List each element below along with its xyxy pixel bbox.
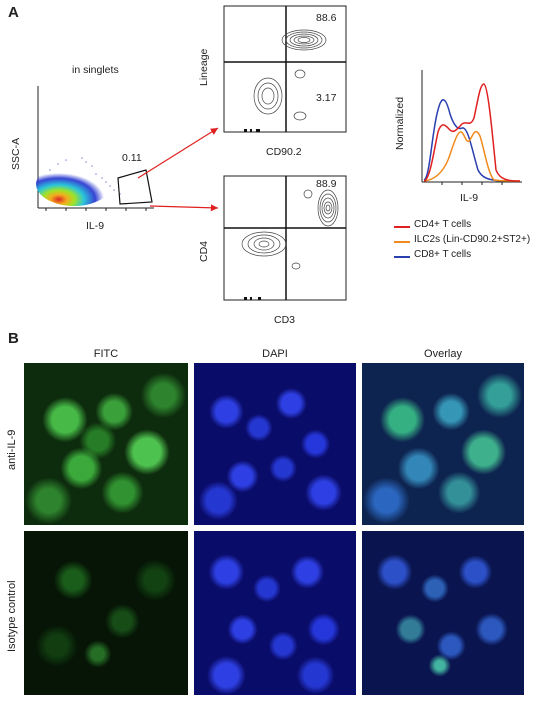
- legend-swatch-ilc2: [394, 241, 410, 243]
- plot1-scatter: [36, 86, 154, 211]
- row-label-anti-il9: anti-IL-9: [6, 429, 18, 470]
- legend-label-cd4: CD4+ T cells: [414, 219, 472, 230]
- plot3-q-top-right: 88.9: [316, 178, 337, 190]
- histogram-plot: [421, 70, 522, 185]
- arrow-to-cd4-plot: [149, 204, 219, 212]
- legend-label-cd8: CD8+ T cells: [414, 249, 472, 260]
- histogram-ylabel: Normalized: [394, 96, 406, 150]
- plot2-ylabel: Lineage: [198, 48, 210, 86]
- plot1-xlabel: IL-9: [86, 220, 105, 232]
- plot2-xlabel: CD90.2: [266, 146, 302, 158]
- legend-label-ilc2: ILC2s (Lin-CD90.2+ST2+): [414, 234, 531, 245]
- legend-swatch-cd8: [394, 256, 410, 258]
- plot2-q-top-right: 88.6: [316, 12, 337, 24]
- plot1-ylabel: SSC-A: [10, 137, 22, 170]
- plot2-contour: [223, 5, 347, 133]
- image-overlay-anti-il9: [362, 363, 524, 525]
- row-label-isotype: Isotype control: [6, 580, 18, 652]
- ilc2-histogram: [423, 130, 521, 182]
- image-overlay-isotype: [362, 531, 524, 695]
- plot1-gate-value: 0.11: [122, 152, 142, 164]
- gating-arrows: [137, 127, 219, 212]
- image-dapi-isotype: [194, 531, 356, 695]
- column-title-overlay: Overlay: [424, 348, 462, 360]
- arrow-to-lineage-plot: [137, 127, 219, 179]
- plot3-contour: [223, 175, 347, 301]
- histogram-xlabel: IL-9: [460, 192, 479, 204]
- plot3-xlabel: CD3: [274, 314, 296, 326]
- image-fitc-anti-il9: [24, 363, 188, 525]
- density-cloud: [36, 162, 112, 206]
- image-fitc-isotype: [24, 531, 188, 695]
- plot3-ylabel: CD4: [198, 240, 210, 262]
- column-title-dapi: DAPI: [262, 348, 288, 360]
- panel-a-letter: A: [8, 4, 19, 21]
- panel-b-letter: B: [8, 330, 19, 347]
- legend-swatch-cd4: [394, 226, 410, 228]
- cd4-histogram: [423, 83, 521, 182]
- il9-gate: [117, 169, 153, 205]
- image-dapi-anti-il9: [194, 363, 356, 525]
- plot2-q-mid-right: 3.17: [316, 92, 337, 104]
- column-title-fitc: FITC: [93, 348, 119, 360]
- singlets-label: in singlets: [72, 64, 119, 76]
- cd8-histogram: [423, 99, 503, 182]
